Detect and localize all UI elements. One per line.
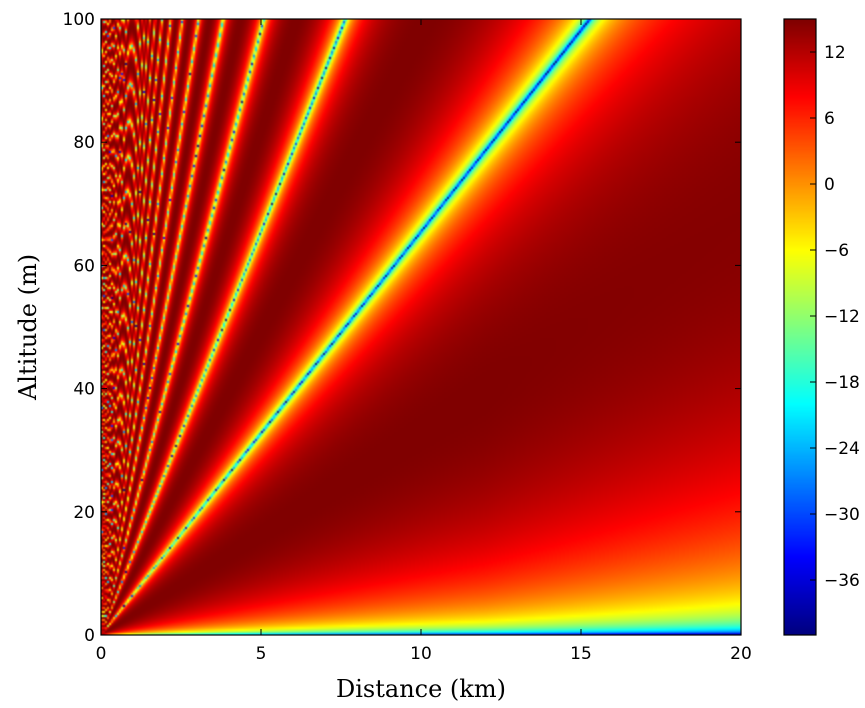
x-tick-label: 20 xyxy=(730,644,752,664)
x-tick-label: 10 xyxy=(410,644,432,664)
y-tick-label: 80 xyxy=(73,133,95,153)
colorbar: 12 6 0 −6 −12 −18 −24 −30 −36 xyxy=(783,18,860,636)
colorbar-tick-label: 0 xyxy=(824,175,835,195)
x-tick-label: 0 xyxy=(96,644,107,664)
colorbar-tick-label: −12 xyxy=(824,307,860,327)
colorbar-tick-label: 6 xyxy=(824,109,835,129)
colorbar-tick-label: 12 xyxy=(824,43,846,63)
colorbar-tick-label: −18 xyxy=(824,373,860,393)
y-tick-label: 60 xyxy=(73,256,95,276)
colorbar-tick-label: −36 xyxy=(824,571,860,591)
colorbar-frame xyxy=(783,18,817,636)
y-tick-label: 100 xyxy=(63,10,95,30)
colorbar-ticks: 12 6 0 −6 −12 −18 −24 −30 −36 xyxy=(810,43,860,591)
x-axis-label: Distance (km) xyxy=(336,675,506,703)
x-axis: 0 5 10 15 20 xyxy=(96,19,752,664)
colorbar-tick-label: −6 xyxy=(824,241,849,261)
y-tick-label: 40 xyxy=(73,380,95,400)
y-axis-label: Altitude (m) xyxy=(14,254,42,401)
y-axis: 0 20 40 60 80 100 xyxy=(63,10,741,646)
heatmap-image xyxy=(101,19,741,635)
x-tick-label: 15 xyxy=(570,644,592,664)
plot-area xyxy=(100,18,742,636)
y-tick-label: 20 xyxy=(73,503,95,523)
y-tick-label: 0 xyxy=(84,626,95,646)
colorbar-gradient xyxy=(784,19,816,635)
x-tick-label: 5 xyxy=(256,644,267,664)
colorbar-tick-label: −30 xyxy=(824,505,860,525)
colorbar-tick-label: −24 xyxy=(824,439,860,459)
